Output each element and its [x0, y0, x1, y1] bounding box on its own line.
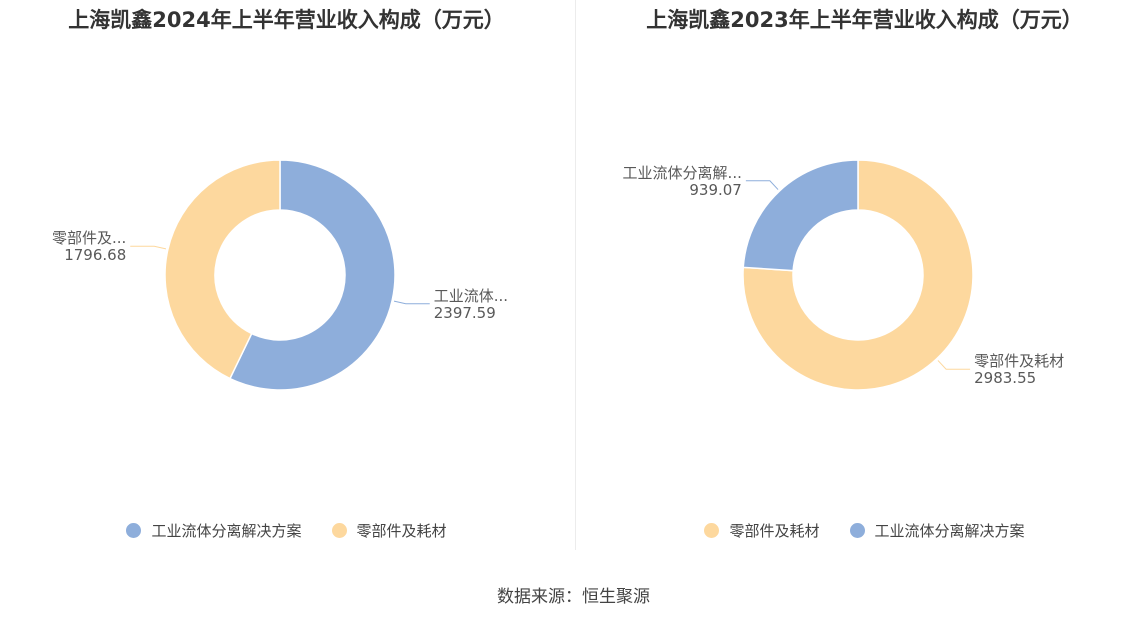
legend-swatch-icon	[704, 523, 720, 538]
slice-value-label: 2397.59	[434, 304, 496, 322]
donut-slice[interactable]	[164, 159, 281, 380]
slice-value-label: 1796.68	[64, 246, 126, 264]
chart-panel-2023: 上海凯鑫2023年上半年营业收入构成（万元） 零部件及耗材 2983.55 工业流体…	[578, 0, 1147, 560]
legend-swatch-icon	[849, 523, 865, 538]
legend-item[interactable]: 工业流体分离解决方案	[126, 520, 302, 541]
legend-label: 零部件及耗材	[356, 522, 447, 540]
data-source-footer: 数据来源：恒生聚源	[497, 587, 650, 607]
legend-label: 工业流体分离解决方案	[151, 522, 302, 540]
legend-label: 工业流体分离解决方案	[874, 522, 1025, 540]
slice-name-label: 工业流体...	[434, 287, 508, 305]
slice-name-label: 工业流体分离解...	[623, 164, 742, 182]
donut-slice[interactable]	[228, 159, 396, 391]
chart-panel-2024: 上海凯鑫2024年上半年营业收入构成（万元） 工业流体... 2397.59 零部件…	[0, 0, 573, 560]
slice-name-label: 零部件及...	[52, 229, 126, 247]
donut-slice[interactable]	[742, 159, 859, 272]
slice-value-label: 2983.55	[974, 369, 1036, 387]
legend-swatch-icon	[126, 523, 142, 538]
donut-chart-2024: 工业流体...2397.59 零部件及...1796.68	[52, 159, 508, 391]
legend-swatch-icon	[331, 523, 347, 538]
leader-line	[130, 245, 167, 250]
panel-divider	[575, 0, 576, 550]
slice-name-label: 零部件及耗材	[974, 352, 1064, 370]
legend-item[interactable]: 零部件及耗材	[704, 520, 820, 541]
chart-title: 上海凯鑫2023年上半年营业收入构成（万元）	[646, 8, 1083, 32]
legend: 工业流体分离解决方案 零部件及耗材	[0, 520, 573, 541]
legend-label: 零部件及耗材	[729, 522, 820, 540]
leader-line	[393, 300, 430, 305]
legend-item[interactable]: 零部件及耗材	[331, 520, 447, 541]
leader-line	[745, 180, 779, 190]
legend: 零部件及耗材 工业流体分离解决方案	[578, 520, 1147, 541]
legend-item[interactable]: 工业流体分离解决方案	[849, 520, 1025, 541]
chart-title: 上海凯鑫2024年上半年营业收入构成（万元）	[68, 8, 505, 32]
leader-line	[937, 360, 971, 370]
donut-slice[interactable]	[742, 159, 974, 391]
slice-value-label: 939.07	[689, 181, 742, 199]
